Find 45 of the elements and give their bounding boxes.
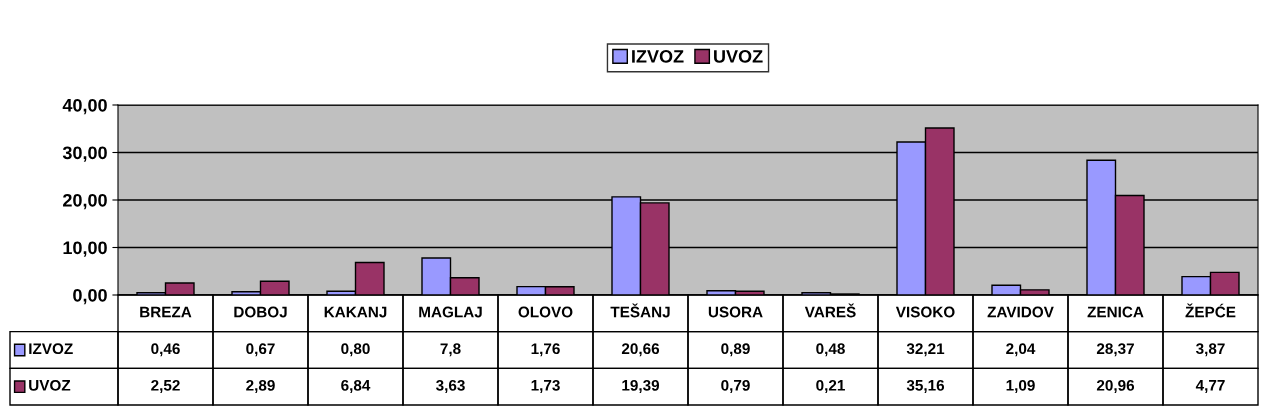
data-label: 32,21	[906, 343, 945, 357]
x-tick-label: DOBOJ	[234, 306, 287, 318]
data-label: 1,73	[531, 379, 560, 393]
x-tick-label: BREZA	[140, 306, 192, 318]
data-label: 1,76	[531, 343, 560, 357]
x-tick-label: ŽEPĆE	[1185, 303, 1236, 318]
y-tick-label: 20,00	[63, 193, 107, 210]
data-label: 20,66	[621, 343, 660, 357]
data-label: 0,48	[816, 343, 845, 357]
data-label: 4,77	[1195, 380, 1225, 393]
x-tick-label: TEŠANJ	[610, 303, 670, 318]
x-tick-label: KAKANJ	[324, 306, 387, 318]
legend-label: IZVOZ	[632, 50, 684, 63]
data-label: 0,46	[151, 343, 180, 357]
data-label: 6,84	[341, 379, 371, 393]
y-tick-label: 10,00	[63, 241, 107, 257]
data-label: 3,87	[1195, 343, 1225, 357]
data-label: 0,79	[721, 379, 750, 393]
data-label: 20,96	[1096, 379, 1135, 393]
y-tick-label: 40,00	[62, 98, 107, 115]
x-tick-label: OLOVO	[518, 306, 573, 318]
x-tick-label: VISOKO	[895, 306, 955, 318]
text: IZVOZ	[29, 343, 73, 355]
legend-label: UVOZ	[714, 50, 763, 63]
data-label: 19,39	[622, 379, 660, 393]
data-label: 35,16	[906, 379, 945, 393]
data-label: 0,67	[246, 343, 275, 357]
data-label: 1,09	[1006, 379, 1035, 393]
text: UVOZ	[29, 379, 71, 391]
data-label: 3,63	[435, 379, 465, 393]
x-tick-label: ZAVIDOV	[987, 306, 1054, 318]
data-label: 0,21	[816, 379, 845, 393]
data-label: 0,80	[341, 343, 370, 357]
data-label: 7,8	[440, 343, 461, 357]
x-tick-label: USORA	[708, 306, 763, 318]
y-tick-label: 0,00	[73, 288, 107, 305]
data-label: 2,89	[246, 379, 275, 393]
data-label: 2,04	[1006, 343, 1036, 357]
x-tick-label: ZENICA	[1087, 306, 1144, 318]
data-label: 2,52	[151, 379, 180, 393]
x-tick-label: MAGLAJ	[419, 306, 482, 318]
data-label: 0,89	[721, 343, 750, 357]
x-tick-label: VAREŠ	[804, 303, 856, 318]
y-tick-label: 30,00	[62, 146, 107, 162]
data-label: 28,37	[1096, 343, 1134, 357]
